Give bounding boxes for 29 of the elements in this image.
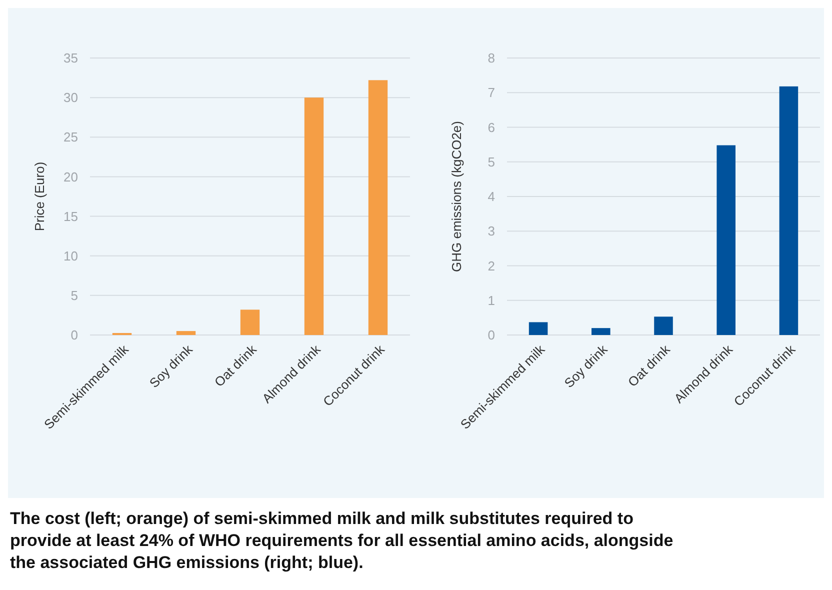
bar [304,98,324,335]
y-tick-label: 4 [488,189,495,204]
bar [176,331,196,335]
bar [368,80,388,335]
y-tick-label: 2 [488,258,495,274]
bar [592,328,610,335]
y-tick-label: 10 [64,248,78,264]
y-tick-label: 25 [64,130,78,145]
y-axis-title: GHG emissions (kgCO2e) [449,121,464,272]
bar [240,310,260,335]
y-tick-label: 0 [488,328,495,343]
y-tick-label: 5 [70,288,78,303]
text: The cost (left; orange) of semi-skimmed milk and milk substitutes required to provide at least 24% of WHO requirements for all essential amino acids, alongside the associated GHG emissions (right; blue). [10,509,674,572]
y-tick-label: 8 [488,50,495,66]
y-tick-label: 1 [488,292,495,308]
y-tick-label: 30 [64,90,78,106]
y-tick-label: 20 [64,169,78,184]
y-tick-label: 0 [70,328,78,343]
bar [528,322,548,335]
y-axis-title: Price (Euro) [32,162,47,232]
bar [779,86,798,335]
bar [654,316,673,335]
y-tick-label: 6 [488,120,495,135]
y-tick-label: 5 [488,154,495,170]
bar [716,145,736,335]
y-tick-label: 7 [488,85,495,100]
y-tick-label: 35 [64,50,78,66]
y-tick-label: 15 [64,208,78,224]
y-tick-label: 3 [488,224,495,239]
